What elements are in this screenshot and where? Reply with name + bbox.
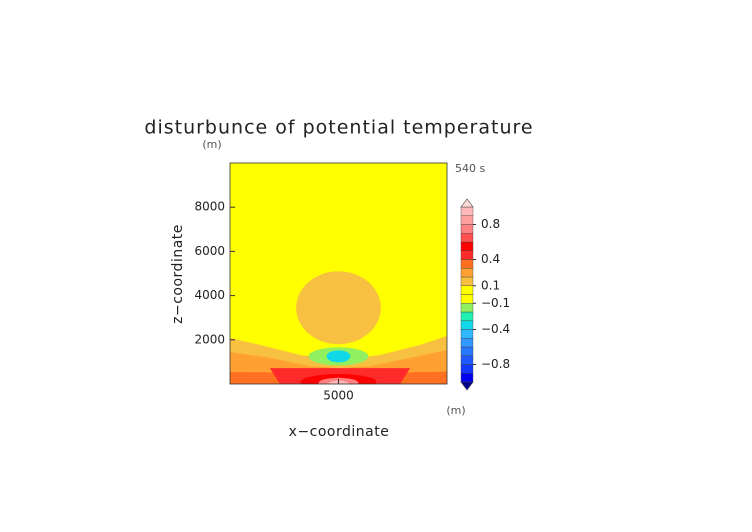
colorbar-tick-label: −0.1 <box>481 296 510 310</box>
colorbar-segment <box>460 224 474 234</box>
colorbar-segment <box>460 364 474 374</box>
chart-title: disturbunce of potential temperature <box>144 117 533 139</box>
colorbar-segment <box>460 276 474 286</box>
colorbar-segment <box>460 329 474 339</box>
colorbar-segment <box>460 268 474 278</box>
colorbar-tick-label: −0.4 <box>481 322 510 336</box>
colorbar-segment <box>460 215 474 225</box>
y-tick-label: 6000 <box>194 244 225 258</box>
y-tick-label: 2000 <box>194 332 225 346</box>
colorbar-segment <box>460 338 474 348</box>
colorbar-segment <box>460 303 474 313</box>
y-axis-label: z−coordinate <box>170 224 186 324</box>
colorbar-segment <box>460 311 474 321</box>
x-unit: (m) <box>446 404 465 417</box>
colorbar-tick-label: 0.1 <box>481 278 500 292</box>
x-tick-label: 5000 <box>323 389 354 403</box>
colorbar-segment <box>460 285 474 295</box>
colorbar-segment <box>460 241 474 251</box>
plot-area <box>230 163 447 384</box>
colorbar-segment <box>460 250 474 260</box>
colorbar-tick-label: −0.8 <box>481 357 510 371</box>
colorbar-segment <box>460 373 474 383</box>
colorbar-under <box>460 381 474 391</box>
contour-region <box>296 271 381 345</box>
colorbar-tick-label: 0.8 <box>481 217 500 231</box>
colorbar-over <box>460 198 474 208</box>
colorbar-segment <box>460 346 474 356</box>
contour-region <box>326 350 351 363</box>
colorbar-segment <box>460 206 474 216</box>
axes: 2000 4000 6000 8000 5000 0.8 0.4 0.1 −0.1 −0.4 −0.… <box>194 162 510 403</box>
colorbar-tick-label: 0.4 <box>481 252 500 266</box>
time-label: 540 s <box>455 162 485 175</box>
y-tick-label: 4000 <box>194 288 225 302</box>
colorbar-segment <box>460 355 474 365</box>
y-tick-label: 8000 <box>194 200 225 214</box>
colorbar-segment <box>460 233 474 243</box>
colorbar-segment <box>460 320 474 330</box>
y-unit: (m) <box>202 138 221 151</box>
colorbar-segment <box>460 259 474 269</box>
colorbar-segment <box>460 294 474 304</box>
x-axis-label: x−coordinate <box>289 424 390 440</box>
